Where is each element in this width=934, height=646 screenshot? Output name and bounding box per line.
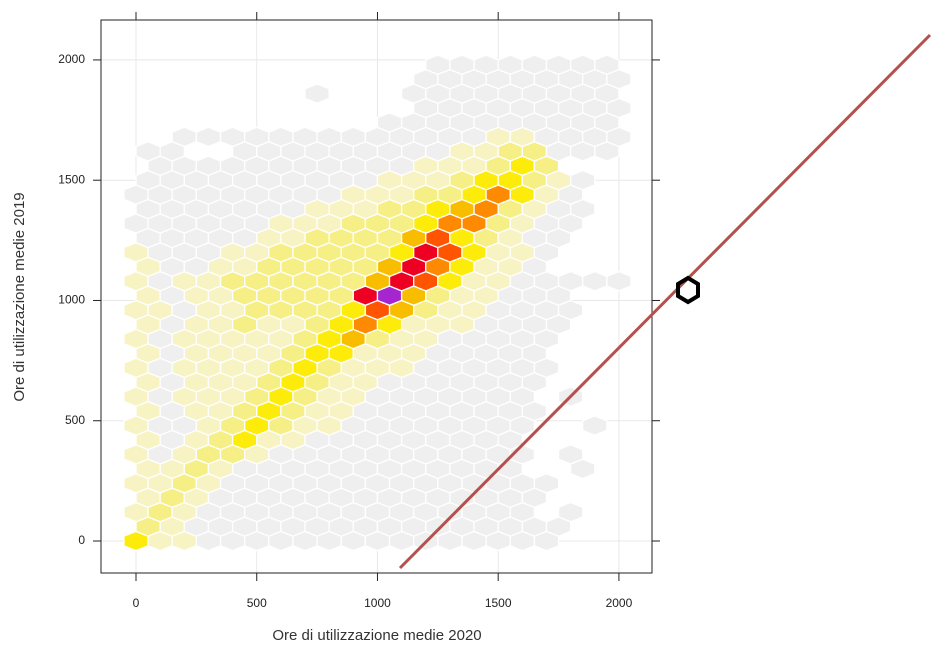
hexbin-cell: [304, 83, 330, 104]
x-tick-label: 1500: [485, 596, 512, 610]
hexbin-cell: [376, 112, 403, 133]
hexbin-cell: [219, 126, 246, 148]
hexbin-cell: [268, 126, 294, 148]
x-tick-label: 1000: [364, 596, 391, 610]
hexes: [123, 54, 632, 552]
hexbin-cell: [569, 54, 596, 76]
hexbin-cell: [533, 472, 560, 494]
y-tick-label: 1000: [58, 293, 85, 307]
hexbin-cell: [557, 444, 584, 465]
hexbin-cell: [449, 54, 475, 76]
hexbin-cell: [425, 54, 451, 76]
hexbin-cell: [557, 270, 584, 292]
annotation-line: [398, 33, 932, 570]
hexbin-cell: [557, 501, 584, 523]
axes: 0 500 1000 1500 2000 0 500 1000 1500 2000: [58, 12, 660, 610]
hexbin-cell: [473, 54, 499, 76]
hexbin-cell: [569, 169, 596, 191]
hexbin-cell: [244, 126, 270, 148]
y-tick-label: 1500: [58, 172, 85, 186]
hexbin-cell: [340, 126, 367, 148]
hexbin-cell: [582, 415, 608, 436]
x-axis-label: Ore di utilizzazione medie 2020: [272, 627, 481, 644]
annotation-hexagon: [676, 275, 700, 305]
hexbin-cell: [195, 155, 222, 177]
hexbin-cell: [316, 126, 342, 148]
y-tick-label: 2000: [58, 52, 85, 66]
x-tick-label: 500: [247, 596, 267, 610]
hexbin-cell: [606, 270, 632, 292]
y-tick-label: 500: [65, 413, 85, 427]
hexbin-cell: [582, 270, 608, 292]
hexbin-cell: [497, 54, 523, 76]
hexbin-cell: [195, 126, 222, 148]
y-tick-label: 0: [78, 533, 85, 547]
hexbin-cell: [521, 54, 548, 76]
hexbin-cell: [545, 54, 572, 76]
plot-frame: [100, 19, 653, 574]
hexbin-cell: [292, 126, 318, 148]
hexbin-cell: [171, 126, 198, 148]
x-tick-label: 0: [133, 596, 140, 610]
hexbin-cell: [594, 54, 620, 76]
hexbin-cell: [135, 141, 161, 162]
y-axis-label: Ore di utilizzazione medie 2019: [11, 192, 28, 401]
x-tick-label: 2000: [606, 596, 633, 610]
